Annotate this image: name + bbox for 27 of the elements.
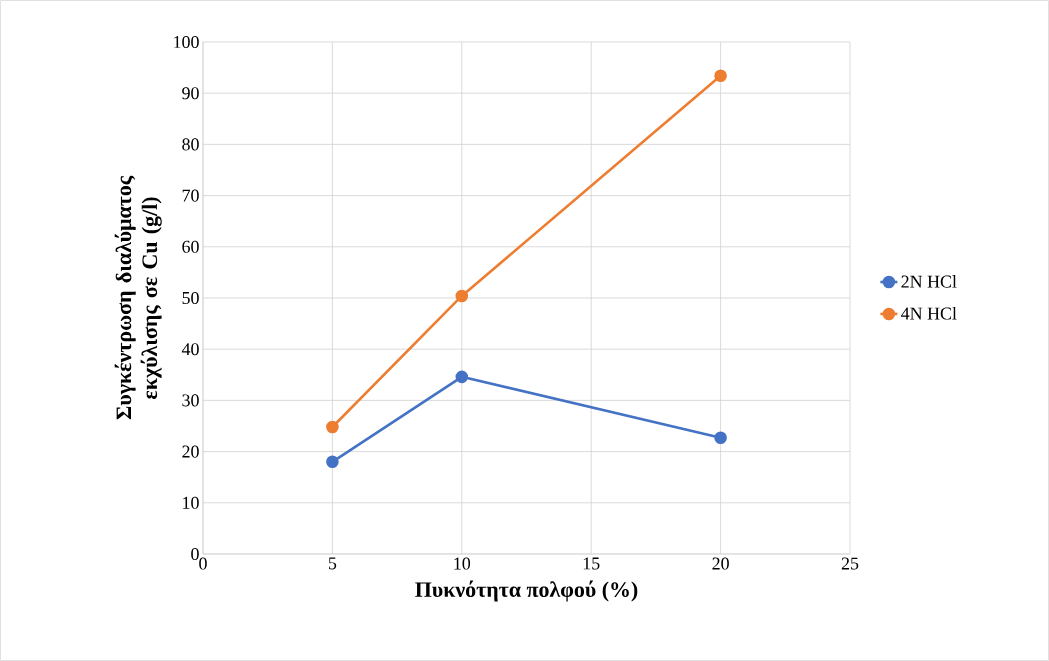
- y-tick-label: 100: [174, 35, 199, 49]
- point: [455, 370, 469, 384]
- y-tick-label: 30: [182, 394, 199, 407]
- y-axis-title: Συγκέντρωση διαλύματος εκχύλισης σε Cu (g/l): [114, 175, 162, 420]
- y-tick-label: 20: [182, 445, 199, 458]
- point: [455, 289, 469, 303]
- x-tick-label: 0: [199, 557, 207, 570]
- y-tick-label: 0: [191, 547, 199, 561]
- x-tick-label: 20: [712, 557, 729, 570]
- x-tick-label: 25: [841, 557, 859, 570]
- y-tick-label: 80: [182, 138, 199, 151]
- y-tick-label: 10: [183, 496, 199, 509]
- point: [714, 431, 727, 445]
- x-tick-label: 10: [454, 557, 471, 570]
- y-tick-label: 70: [182, 189, 199, 202]
- y-tick-label: 60: [182, 240, 199, 253]
- y-tick-label: 90: [182, 87, 199, 100]
- y-tick-label: 50: [182, 291, 199, 305]
- x-tick-label: 5: [328, 557, 337, 570]
- y-tick-label: 40: [181, 343, 199, 356]
- x-axis-title: Πυκνότητα πολφού (%): [415, 580, 638, 602]
- point: [714, 69, 727, 83]
- point: [326, 455, 339, 469]
- x-tick-label: 15: [583, 557, 600, 570]
- point: [326, 420, 339, 434]
- legend-label: 4N HCl: [901, 306, 957, 320]
- legend-label: 2N HCl: [901, 275, 957, 288]
